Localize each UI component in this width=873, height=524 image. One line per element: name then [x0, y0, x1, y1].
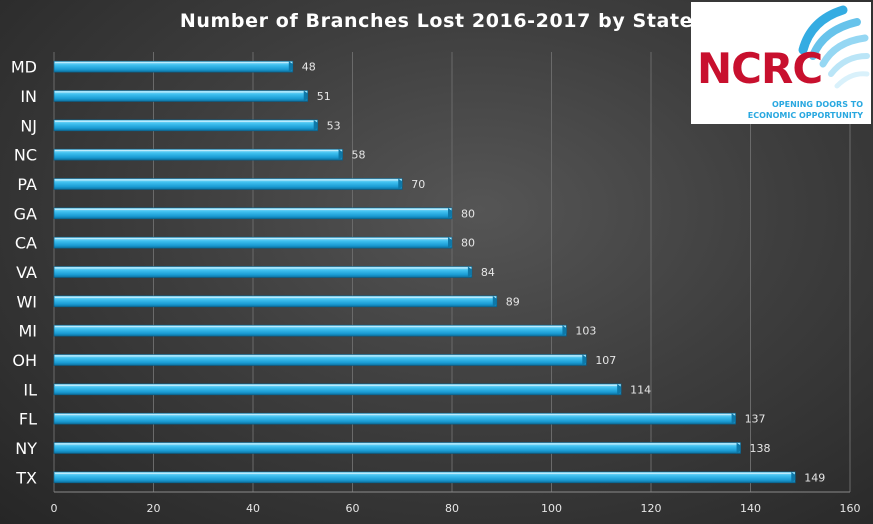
bar: [53, 324, 567, 337]
y-tick-label: PA: [17, 175, 37, 194]
bar-cap: [448, 237, 452, 249]
x-tick-label: 60: [346, 502, 360, 515]
logo-tagline-2: ECONOMIC OPPORTUNITY: [747, 111, 863, 120]
bar: [53, 148, 343, 161]
bar-cap: [338, 149, 343, 161]
y-tick-label: MD: [11, 58, 37, 77]
y-tick-label: NJ: [20, 116, 37, 135]
data-label: 137: [745, 413, 766, 426]
bar-cap: [731, 413, 736, 425]
y-tick-label: TX: [15, 468, 37, 487]
y-tick-label: OH: [12, 351, 37, 370]
bar-cap: [582, 354, 587, 366]
x-tick-label: 80: [445, 502, 459, 515]
bar: [53, 119, 318, 132]
y-tick-label: VA: [16, 263, 37, 282]
y-tick-label: CA: [15, 234, 37, 253]
y-tick-label: GA: [14, 204, 37, 223]
wave-icon: [798, 5, 870, 89]
y-tick-label: IL: [23, 380, 37, 399]
y-tick-label: MI: [18, 322, 37, 341]
labels: 0 20 40 60 80 100 120 140 160 MD 48 IN 51 NJ 53 NC 58 PA 7…: [11, 58, 861, 515]
chart-title: Number of Branches Lost 2016-2017 by Sta…: [179, 10, 694, 32]
logo-tagline-1: OPENING DOORS TO: [771, 100, 863, 109]
y-tick-label: WI: [16, 292, 37, 311]
x-tick-label: 120: [641, 502, 662, 515]
data-label: 138: [750, 442, 771, 455]
bar: [53, 383, 622, 396]
data-label: 103: [575, 325, 596, 338]
x-tick-label: 160: [840, 502, 861, 515]
bar-cap: [448, 207, 452, 219]
bar: [53, 90, 309, 102]
bar: [53, 354, 587, 366]
bar-cap: [303, 90, 308, 102]
bar: [53, 412, 736, 425]
bar: [53, 207, 453, 220]
bars: [53, 60, 796, 484]
data-label: 51: [317, 90, 331, 103]
data-label: 70: [411, 178, 425, 191]
data-label: 149: [804, 471, 825, 484]
bar: [53, 471, 796, 484]
bar-cap: [562, 325, 567, 337]
bar-cap: [467, 266, 472, 278]
data-label: 80: [461, 237, 475, 250]
bar-cap: [617, 383, 622, 395]
data-label: 84: [481, 266, 495, 279]
bar-cap: [736, 442, 741, 454]
y-tick-label: IN: [20, 87, 37, 106]
data-label: 107: [595, 354, 616, 367]
data-label: 48: [302, 61, 316, 74]
x-tick-label: 0: [51, 502, 58, 515]
data-label: 114: [630, 383, 651, 396]
data-label: 80: [461, 207, 475, 220]
y-tick-label: NC: [14, 146, 37, 165]
bar-cap: [492, 295, 497, 307]
y-tick-label: FL: [19, 410, 37, 429]
bar: [53, 60, 294, 73]
bar: [53, 442, 741, 454]
logo-wordmark: NCRC: [697, 44, 823, 93]
x-tick-label: 40: [246, 502, 260, 515]
bar-cap: [791, 471, 796, 483]
bar: [53, 266, 473, 278]
bar-cap: [313, 119, 318, 131]
data-label: 89: [506, 295, 520, 308]
bar: [53, 236, 453, 249]
x-tick-label: 20: [147, 502, 161, 515]
bar-cap: [398, 178, 403, 190]
x-tick-label: 100: [541, 502, 562, 515]
bar: [53, 295, 498, 308]
ncrc-logo: NCRC OPENING DOORS TO ECONOMIC OPPORTUNI…: [691, 2, 871, 124]
y-tick-label: NY: [15, 439, 37, 458]
data-label: 58: [352, 149, 366, 162]
bar-cap: [288, 61, 293, 73]
data-label: 53: [327, 119, 341, 132]
x-tick-label: 140: [740, 502, 761, 515]
bar: [53, 178, 403, 190]
